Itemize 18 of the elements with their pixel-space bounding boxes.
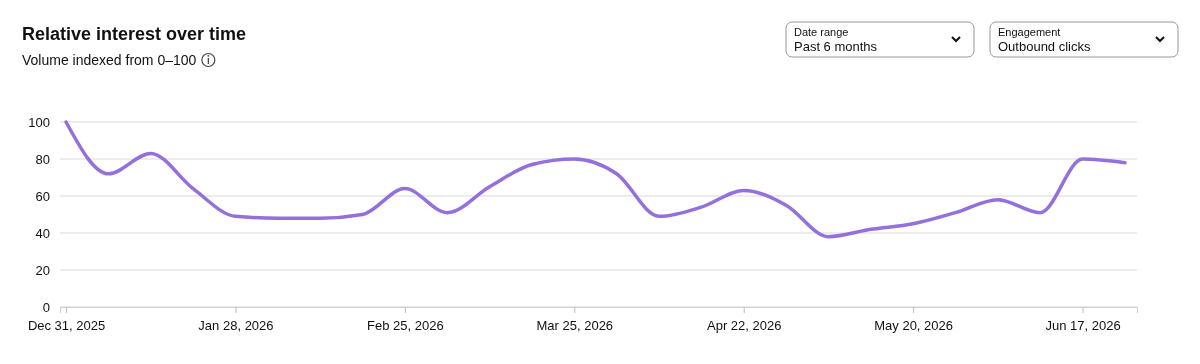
x-tick-label: Feb 25, 2026	[367, 318, 444, 334]
dropdown: Engagement Outbound clicks	[989, 21, 1179, 58]
y-tick-label: 60	[35, 188, 50, 204]
y-tick-label: 40	[35, 225, 50, 241]
x-tick-label: May 20, 2026	[874, 318, 954, 334]
line-series	[64, 120, 1127, 239]
x-tick-label: Apr 22, 2026	[706, 318, 782, 334]
y-tick-label: 20	[35, 262, 50, 278]
y-tick-label: 0	[42, 299, 50, 315]
x-tick-label: Mar 25, 2026	[536, 318, 614, 334]
chart-subtitle: Volume indexed from 0–100	[22, 52, 197, 68]
y-tick-label: 80	[35, 151, 50, 167]
y-tick-label: 100	[28, 114, 50, 130]
dropdown: Date range Past 6 months	[785, 21, 975, 58]
x-tick-label: Dec 31, 2025	[27, 318, 106, 334]
x-tick-label: Jan 28, 2026	[198, 318, 274, 334]
chart-title: Relative interest over time	[22, 24, 247, 44]
x-tick-label: Jun 17, 2026	[1045, 318, 1121, 334]
